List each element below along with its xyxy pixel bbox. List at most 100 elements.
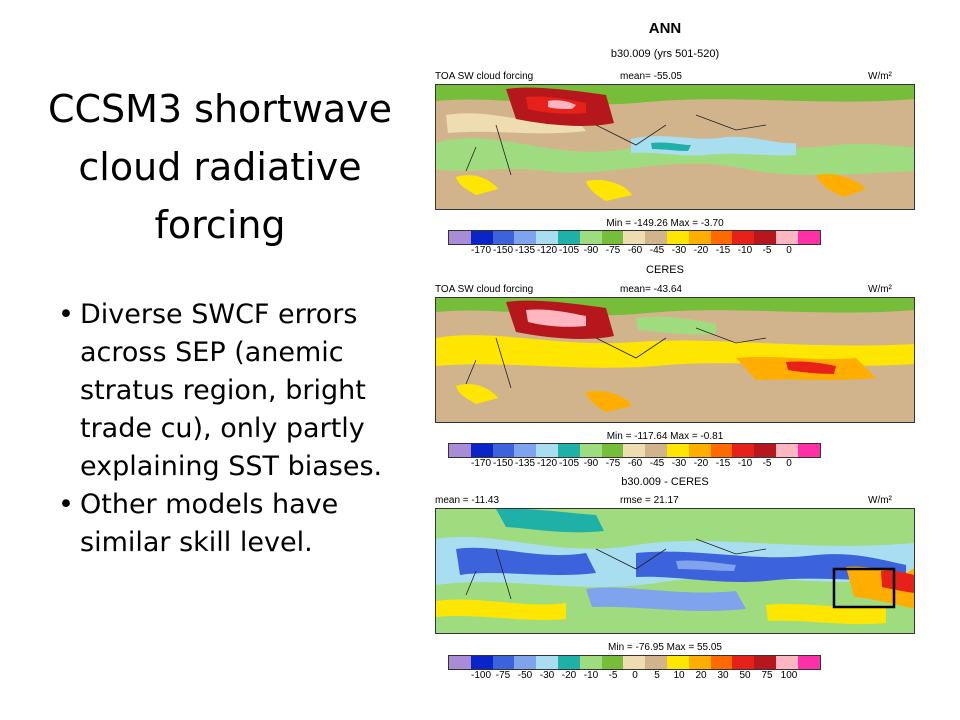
title-line: cloud radiative — [78, 145, 362, 189]
panel-right-label: W/m² — [868, 71, 892, 82]
tick-label: -105 — [558, 458, 580, 469]
tick-label: -90 — [583, 245, 599, 256]
panel-center-label: mean= -55.05 — [620, 71, 682, 82]
bullet-icon: • — [58, 299, 74, 330]
tick-label: -170 — [470, 458, 492, 469]
bullet-line: Diverse SWCF errors — [80, 299, 358, 330]
tick-label: -10 — [737, 458, 753, 469]
tick-label: -50 — [517, 670, 533, 681]
colorbar — [448, 443, 821, 458]
tick-label: -135 — [514, 245, 536, 256]
colorbar-swatch — [623, 656, 646, 669]
title-line: forcing — [154, 203, 286, 247]
panel-right-label: W/m² — [868, 495, 892, 506]
tick-label: -150 — [492, 245, 514, 256]
colorbar-swatch — [470, 231, 493, 244]
slide-title: CCSM3 shortwave cloud radiative forcing — [20, 80, 420, 254]
colorbar-swatch — [797, 444, 820, 457]
panel-caption: b30.009 - CERES — [621, 476, 709, 488]
tick-label: -30 — [671, 458, 687, 469]
tick-label: -75 — [605, 245, 621, 256]
colorbar-swatch — [797, 231, 820, 244]
colorbar-swatch — [775, 231, 798, 244]
tick-label: -30 — [539, 670, 555, 681]
tick-label: -75 — [605, 458, 621, 469]
tick-label: -120 — [536, 245, 558, 256]
tick-label: 5 — [654, 670, 660, 681]
tick-label: -15 — [715, 458, 731, 469]
bullet-item: • Diverse SWCF errors across SEP (anemic… — [58, 296, 418, 486]
colorbar-swatch — [601, 656, 624, 669]
colorbar-swatch — [754, 656, 776, 669]
colorbar-swatch — [492, 444, 515, 457]
colorbar-swatch — [449, 444, 471, 457]
bullet-list: • Diverse SWCF errors across SEP (anemic… — [58, 296, 418, 562]
bullet-line: similar skill level. — [80, 527, 313, 558]
colorbar-swatch — [557, 656, 580, 669]
bullet-line: across SEP (anemic — [80, 337, 344, 368]
tick-label: 0 — [786, 458, 792, 469]
tick-label: -150 — [492, 458, 514, 469]
panel-minmax: Min = -76.95 Max = 55.05 — [608, 642, 722, 653]
colorbar-swatch — [601, 231, 624, 244]
colorbar-swatch — [557, 231, 580, 244]
panel-minmax: Min = -117.64 Max = -0.81 — [606, 431, 724, 442]
panel-left-label: mean = -11.43 — [435, 495, 500, 506]
tick-label: -5 — [608, 670, 618, 681]
tick-label: -5 — [762, 458, 772, 469]
tick-label: 50 — [739, 670, 751, 681]
tick-label: -20 — [693, 245, 709, 256]
colorbar-swatch — [470, 656, 493, 669]
tick-label: 100 — [780, 670, 798, 681]
colorbar-swatch — [623, 231, 646, 244]
tick-label: 75 — [761, 670, 773, 681]
tick-label: -15 — [715, 245, 731, 256]
colorbar-swatch — [449, 231, 471, 244]
colorbar-swatch — [536, 656, 558, 669]
tick-label: 0 — [786, 245, 792, 256]
tick-label: -45 — [649, 245, 665, 256]
tick-label: 10 — [673, 670, 685, 681]
tick-label: 20 — [695, 670, 707, 681]
colorbar-swatch — [645, 444, 667, 457]
colorbar-swatch — [710, 231, 733, 244]
tick-label: 30 — [717, 670, 729, 681]
colorbar-swatch — [775, 444, 798, 457]
tick-label: -100 — [470, 670, 492, 681]
colorbar-swatch — [536, 231, 558, 244]
colorbar-swatch — [449, 656, 471, 669]
colorbar-swatch — [514, 656, 537, 669]
tick-label: -10 — [737, 245, 753, 256]
panel-center-label: mean= -43.64 — [620, 284, 682, 295]
colorbar-swatch — [601, 444, 624, 457]
panel-caption: b30.009 (yrs 501-520) — [610, 48, 720, 60]
colorbar-swatch — [514, 231, 537, 244]
colorbar-swatch — [492, 656, 515, 669]
bullet-icon: • — [58, 489, 74, 520]
tick-label: -10 — [583, 670, 599, 681]
tick-label: -5 — [762, 245, 772, 256]
tick-label: -60 — [627, 458, 643, 469]
colorbar-swatch — [732, 231, 755, 244]
colorbar-swatch — [623, 444, 646, 457]
colorbar-swatch — [710, 444, 733, 457]
colorbar-swatch — [754, 231, 776, 244]
colorbar-swatch — [492, 231, 515, 244]
colorbar-swatch — [688, 231, 711, 244]
season-label: ANN — [648, 20, 682, 37]
tick-label: -135 — [514, 458, 536, 469]
bullet-line: Other models have — [80, 489, 339, 520]
colorbar-swatch — [775, 656, 798, 669]
panel-right-label: W/m² — [868, 284, 892, 295]
tick-label: -30 — [671, 245, 687, 256]
map-ceres-swcf — [435, 297, 915, 423]
tick-label: -60 — [627, 245, 643, 256]
colorbar-swatch — [645, 231, 667, 244]
colorbar-swatch — [710, 656, 733, 669]
colorbar-swatch — [732, 656, 755, 669]
colorbar-swatch — [732, 444, 755, 457]
bullet-item: • Other models have similar skill level. — [58, 486, 418, 562]
tick-label: -20 — [561, 670, 577, 681]
colorbar — [448, 230, 821, 245]
colorbar-swatch — [579, 231, 602, 244]
